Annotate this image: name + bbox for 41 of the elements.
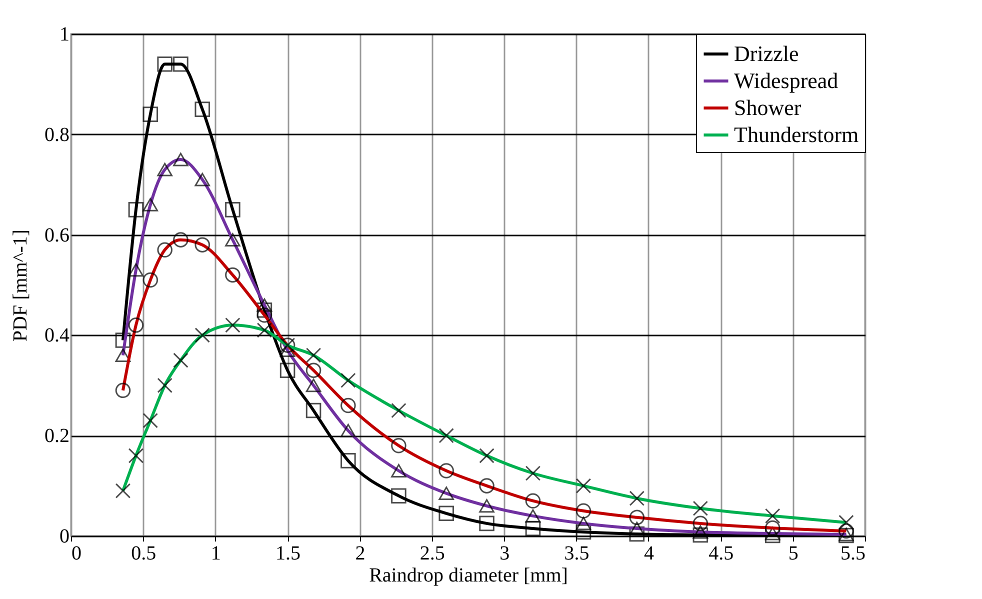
y-tick-label: 0.6 [44,224,70,246]
x-tick-label: 1.5 [276,542,301,564]
x-tick-label: 1 [210,542,221,564]
legend-label: Shower [734,95,802,120]
point [306,402,322,418]
point [391,488,406,504]
y-tick-label: 0.8 [44,124,70,146]
point [115,332,131,348]
y-tick-label: 1 [60,24,70,46]
y-axis-title: PDF [mm^-1] [10,229,32,342]
x-tick-label: 3 [500,542,510,564]
point [280,362,296,378]
point [479,516,494,532]
x-tick-label: 4.5 [708,542,734,564]
x-tick-label: 5 [788,542,798,564]
x-tick-label: 2.5 [420,542,445,564]
point [194,102,210,117]
point [340,453,356,468]
x-tick-label: 0.5 [131,542,156,564]
legend-label: Widespread [734,68,838,93]
y-tick-label: 0 [60,526,70,548]
y-tick-label: 0.2 [44,425,70,448]
point [629,526,645,542]
point [128,202,144,218]
x-axis-title: Raindrop diameter [mm] [369,564,568,586]
point [525,520,541,536]
y-tick-label: 0.4 [44,324,70,347]
point [692,527,708,543]
point [142,106,158,122]
point [225,202,240,218]
point [256,302,272,318]
legend-label: Drizzle [734,41,799,66]
point [576,524,592,540]
point [157,56,172,72]
point [173,56,188,72]
x-tick-label: 2 [355,542,366,564]
x-tick-label: 3.5 [564,542,590,564]
legend-label: Thunderstorm [734,122,859,147]
point [438,506,454,522]
x-tick-label: 4 [644,542,654,564]
x-tick-label: 5.5 [840,542,866,564]
